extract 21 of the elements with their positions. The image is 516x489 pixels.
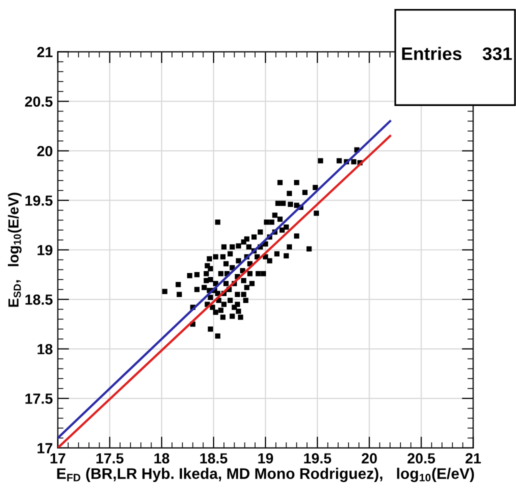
annotation: Entries 331 (402, 46, 512, 60)
y-tick-label: 19.5 (25, 195, 53, 206)
y-tick-label: 19 (38, 244, 52, 256)
x-tick-label: 17 (50, 453, 66, 464)
y-tick-label: 20.5 (25, 96, 53, 107)
y-tick-label: 17 (38, 443, 52, 454)
x-tick-label: 20.5 (408, 453, 436, 464)
x-axis-title: E$_{FD}$ (BR,LR Hyb. Ikeda, MD Mono Rodriguez), log$_{10}$(E/eV) (57, 468, 474, 482)
y-tick-label: 18 (38, 344, 52, 354)
x-tick-label: 18.5 (200, 453, 228, 464)
x-tick-label: 19.5 (304, 453, 332, 464)
x-tick-label: 19 (258, 453, 274, 464)
x-tick-label: 20 (362, 453, 377, 464)
y-axis-title: E$_{SD}$, log$_{10}$(E/eV) (8, 192, 22, 307)
y-tick-label: 18.5 (25, 294, 53, 305)
x-tick-label: 18 (154, 453, 170, 464)
x-tick-label: 21 (466, 453, 481, 464)
y-tick-label: 20 (37, 146, 52, 156)
y-tick-label: 21 (37, 46, 53, 58)
x-tick-label: 17.5 (96, 453, 124, 464)
y-tick-label: 17.5 (25, 394, 53, 404)
